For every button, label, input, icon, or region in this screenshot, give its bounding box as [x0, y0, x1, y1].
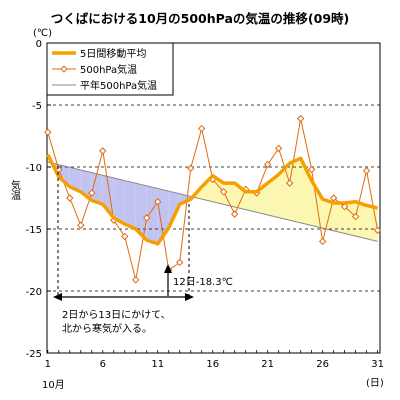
below-normal-fill — [113, 177, 125, 225]
daily-temperature-marker — [154, 198, 162, 206]
above-normal-fill — [223, 183, 235, 208]
daily-temperature-marker — [219, 188, 228, 196]
daily-temperature-marker — [340, 202, 349, 211]
above-normal-fill — [278, 163, 290, 221]
daily-temperature-marker — [307, 165, 316, 174]
y-tick-label: -5 — [32, 101, 42, 112]
above-normal-fill — [267, 174, 279, 218]
y-tick-label: 0 — [36, 39, 42, 50]
daily-temperature-marker — [197, 124, 206, 133]
daily-temperature-marker — [351, 212, 360, 221]
y-axis-label: 気温 — [9, 179, 21, 200]
y-tick-label: -25 — [26, 349, 42, 360]
daily-temperature-marker — [66, 194, 74, 202]
moving-average-line — [46, 153, 378, 246]
legend-label-ma: 5日間移動平均 — [80, 47, 146, 60]
daily-temperature-marker — [132, 276, 140, 284]
daily-temperature-marker — [176, 258, 184, 267]
daily-temperature-marker — [362, 167, 371, 175]
daily-temperature-marker — [296, 114, 305, 123]
legend-marker-daily — [60, 65, 68, 73]
annotation-group: 12日-18.3℃ 2日から13日にかけて、 北から寒気が入る。 — [53, 166, 233, 335]
daily-temperature-marker — [88, 189, 96, 197]
x-tick-label: 31 — [371, 359, 384, 370]
daily-temperature-marker — [99, 147, 107, 155]
y-tick-label: -10 — [26, 163, 42, 174]
x-month-label: 10月 — [42, 379, 65, 391]
below-normal-fill — [124, 180, 136, 229]
x-unit-label: (日) — [366, 378, 384, 389]
y-tick-label: -15 — [26, 225, 42, 236]
above-normal-fill — [245, 191, 257, 213]
daily-temperature-marker — [318, 237, 327, 246]
below-normal-fill — [69, 167, 81, 192]
chart-title: つくばにおける10月の500hPaの気温の推移(09時) — [50, 11, 350, 26]
range-arrow-left-head — [53, 293, 62, 301]
y-unit-label: (℃) — [33, 28, 52, 39]
min-point-label: 12日-18.3℃ — [173, 277, 233, 288]
min-point-arrow-head — [164, 264, 172, 273]
daily-temperature-marker — [187, 164, 195, 172]
x-tick-label: 1 — [45, 359, 51, 370]
range-note-line1: 2日から13日にかけて、 — [62, 309, 171, 321]
range-arrow-right-head — [185, 293, 194, 301]
daily-temperature-marker — [285, 179, 294, 187]
y-tick-label: -20 — [26, 287, 42, 298]
above-normal-fill — [344, 201, 356, 237]
x-tick-label: 26 — [316, 359, 329, 370]
above-normal-fill — [333, 202, 345, 234]
daily-temperature-marker — [143, 214, 151, 222]
below-normal-fill — [135, 183, 147, 241]
x-tick-label: 6 — [100, 359, 106, 370]
below-normal-fill — [91, 172, 103, 205]
daily-temperature-marker — [263, 160, 272, 169]
range-note-line2: 北から寒気が入る。 — [62, 322, 152, 335]
daily-temperature-marker — [230, 210, 239, 218]
daily-temperature-marker — [44, 128, 52, 136]
daily-temperature-marker — [274, 144, 283, 153]
daily-temperature-marker — [77, 221, 85, 229]
above-normal-fill — [201, 175, 213, 202]
above-normal-fill — [289, 158, 301, 223]
above-normal-fill — [355, 201, 367, 239]
x-tick-label: 16 — [206, 359, 219, 370]
legend-label-normal: 平年500hPa気温 — [80, 79, 157, 92]
daily-temperature-marker — [373, 226, 382, 234]
legend-label-daily: 500hPa気温 — [80, 63, 137, 76]
x-tick-label: 11 — [151, 359, 164, 370]
normal-line — [47, 161, 378, 242]
daily-temperature-marker — [121, 232, 129, 241]
x-tick-label: 21 — [261, 359, 274, 370]
legend: 5日間移動平均 500hPa気温 平年500hPa気温 — [46, 42, 174, 96]
daily-temperature-marker — [329, 194, 338, 202]
